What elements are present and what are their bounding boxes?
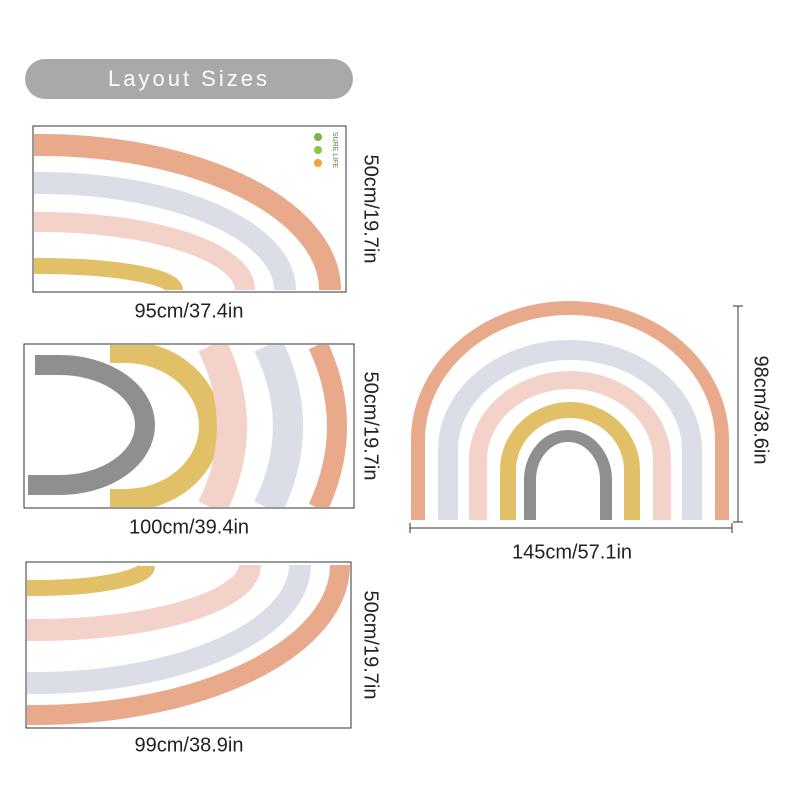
title-pill [25,59,353,99]
panel-2 [23,343,355,509]
panel-1: SURE LIFE [32,125,347,293]
assembled-rainbow [411,301,729,520]
panel-width: 99cm/38.9in [135,734,244,756]
panel-width: 95cm/37.4in [135,300,244,322]
dimension-lines [409,305,743,533]
panel-height: 50cm/19.7in [360,372,382,481]
title: Layout Sizes [108,66,270,91]
panel-width: 100cm/39.4in [129,516,249,538]
assembled-height: 98cm/38.6in [750,356,772,465]
logo: SURE LIFE [331,132,338,169]
panel-3 [25,561,352,729]
panel-height: 50cm/19.7in [360,591,382,700]
panel-height: 50cm/19.7in [360,155,382,264]
assembled-width: 145cm/57.1in [512,541,632,563]
